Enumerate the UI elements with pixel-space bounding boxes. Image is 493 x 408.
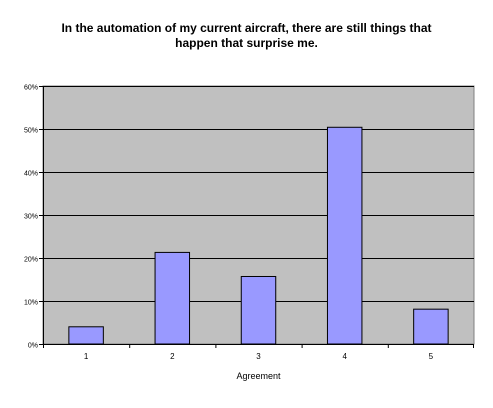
axes: 0% 10% 20% 30% 40% 50% 60% 1 2 3 4 5 (24, 85, 474, 361)
bar-3 (240, 275, 277, 345)
bar-5 (413, 308, 449, 345)
bar-1 (68, 326, 104, 345)
x-axis-label: Agreement (236, 371, 281, 381)
bars (68, 126, 449, 345)
x-tick-label-3: 3 (256, 352, 261, 361)
x-tick-label-2: 2 (170, 352, 175, 361)
chart-title-line-1: In the automation of my current aircraft… (61, 21, 432, 35)
y-tick-label-20: 20% (24, 257, 38, 264)
y-tick-label-10: 10% (24, 300, 38, 307)
x-tick-label-4: 4 (342, 352, 347, 361)
y-tick-label-0: 0% (28, 343, 38, 350)
y-tick-label-40: 40% (24, 171, 38, 178)
y-tick-label-30: 30% (24, 214, 38, 221)
gridlines (43, 86, 474, 302)
bar-2 (154, 251, 191, 345)
x-tick-label-1: 1 (84, 352, 89, 361)
y-tick-label-50: 50% (24, 128, 38, 135)
bar-4 (326, 126, 363, 345)
y-tick-label-60: 60% (24, 85, 38, 92)
chart-title-line-2: happen that surprise me. (175, 36, 318, 50)
x-tick-label-5: 5 (429, 352, 434, 361)
